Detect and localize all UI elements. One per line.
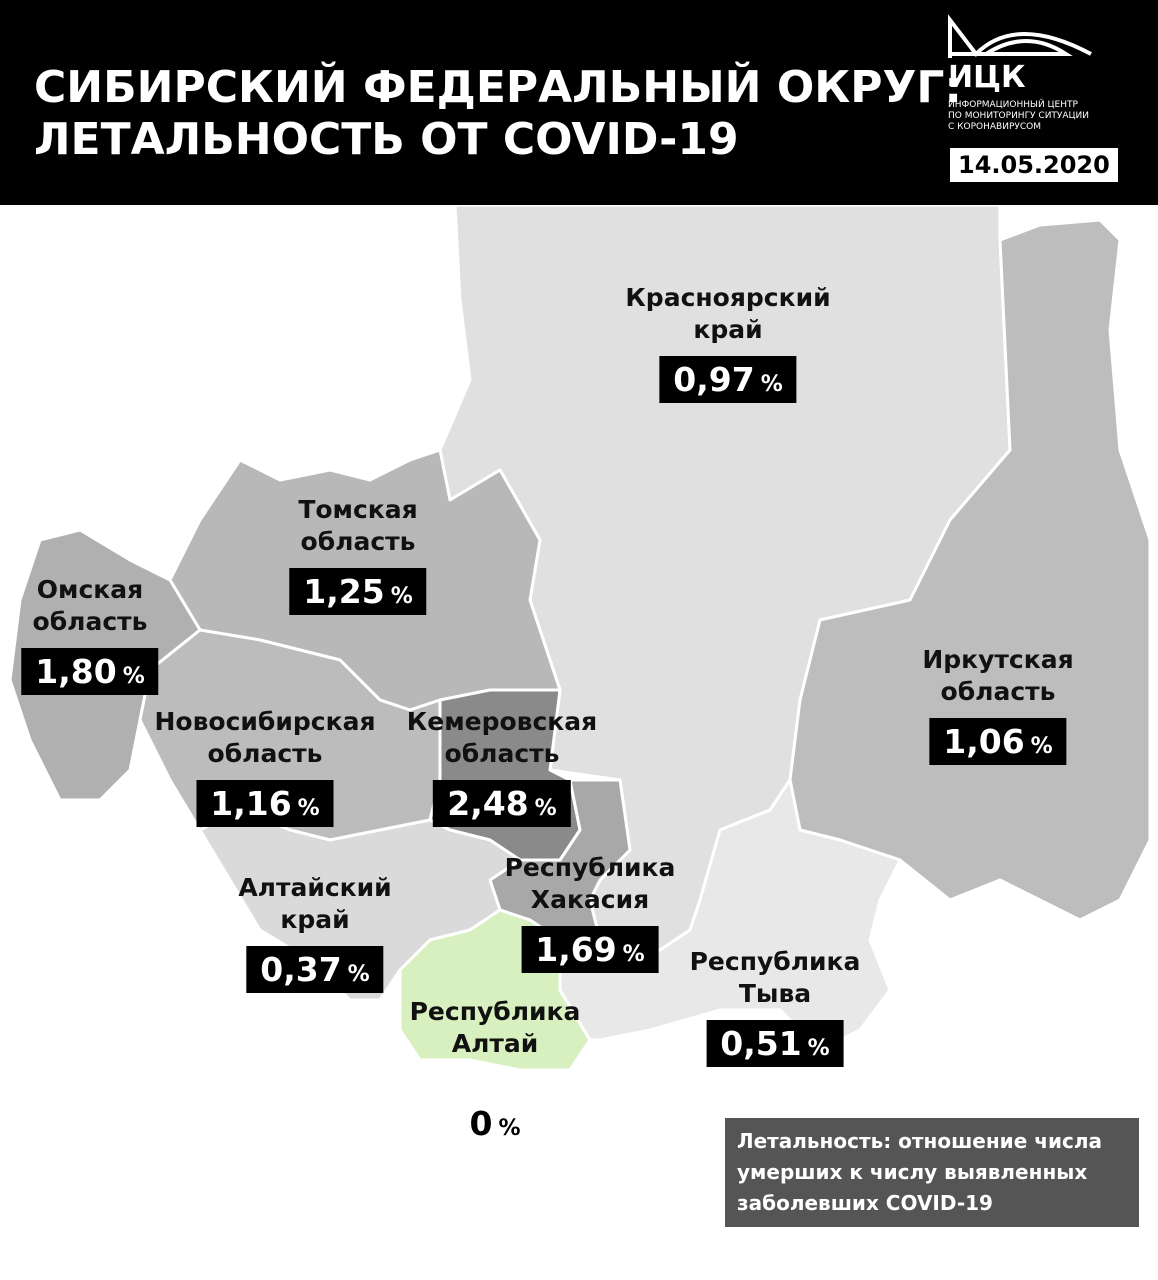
value-number: 0,97 (673, 360, 755, 399)
logo-line: ИНФОРМАЦИОННЫЙ ЦЕНТР (948, 100, 1078, 110)
region-name: край (280, 905, 350, 934)
value-unit: % (297, 796, 320, 821)
region-value: 1,69% (521, 926, 659, 973)
region-label: Кемеровская область 2,48% (407, 706, 597, 827)
date: 14.05.2020 (948, 146, 1120, 184)
region-shape (558, 778, 902, 1052)
region-name: Алтай (451, 1029, 539, 1058)
region-name: край (693, 315, 763, 344)
region-name: Красноярский (625, 283, 831, 312)
region-name: Хакасия (530, 885, 650, 914)
logo-subtitle: ИНФОРМАЦИОННЫЙ ЦЕНТР ПО МОНИТОРИНГУ СИТУА… (948, 100, 1089, 133)
value-unit: % (390, 584, 413, 609)
value-number: 1,25 (303, 572, 385, 611)
value-number: 0,51 (720, 1024, 802, 1063)
note-line: заболевших COVID-19 (737, 1191, 993, 1215)
value-number: 0,37 (260, 950, 342, 989)
region-label: Республика Тыва 0,51% (689, 946, 861, 1067)
region-label: Новосибирская область 1,16% (154, 706, 376, 827)
region-name: Иркутская (922, 645, 1074, 674)
logo-name: ИЦК (948, 60, 1026, 95)
region-name: Новосибирская (154, 707, 376, 736)
region-value: 1,06% (929, 718, 1067, 765)
value-number: 0 (469, 1104, 493, 1143)
title: СИБИРСКИЙ ФЕДЕРАЛЬНЫЙ ОКРУГ: ЛЕТАЛЬНОСТЬ … (34, 62, 962, 166)
value-unit: % (760, 372, 783, 397)
region-label: Иркутская область 1,06% (922, 644, 1074, 765)
logo-icon (948, 14, 1092, 58)
region-name: область (207, 739, 323, 768)
note-line: Летальность: отношение числа (737, 1129, 1102, 1153)
region-name: Республика (689, 947, 861, 976)
value-unit: % (1030, 734, 1053, 759)
region-name: Омская (36, 575, 144, 604)
region-value: 0,37% (246, 946, 384, 993)
header: СИБИРСКИЙ ФЕДЕРАЛЬНЫЙ ОКРУГ: ЛЕТАЛЬНОСТЬ … (0, 0, 1158, 205)
region-name: Алтайский (238, 873, 392, 902)
region-name: Тыва (738, 979, 812, 1008)
title-line: СИБИРСКИЙ ФЕДЕРАЛЬНЫЙ ОКРУГ: (34, 62, 962, 113)
value-unit: % (534, 796, 557, 821)
value-unit: % (622, 942, 645, 967)
value-number: 2,48 (447, 784, 529, 823)
region-value: 1,80% (21, 648, 159, 695)
value-unit: % (807, 1036, 830, 1061)
logo-line: ПО МОНИТОРИНГУ СИТУАЦИИ (948, 111, 1090, 121)
value-number: 1,06 (943, 722, 1025, 761)
region-name: Республика (504, 853, 676, 882)
value-unit: % (347, 962, 370, 987)
note: Летальность: отношение числа умерших к чи… (725, 1118, 1139, 1227)
region-label: Алтайский край 0,37% (238, 872, 392, 993)
region-name: область (300, 527, 416, 556)
region-value: 0% (455, 1100, 534, 1147)
region-label: Томская область 1,25% (289, 494, 427, 615)
region-label: Красноярский край 0,97% (625, 282, 831, 403)
region-label: Республика Хакасия 1,69% (504, 852, 676, 973)
region-name: область (940, 677, 1056, 706)
region-label: Омская область 1,80% (21, 574, 159, 695)
value-number: 1,16 (210, 784, 292, 823)
region-value: 1,25% (289, 568, 427, 615)
region-value: 0,51% (706, 1020, 844, 1067)
value-number: 1,80 (35, 652, 117, 691)
region-name: область (444, 739, 560, 768)
region-name: Республика (409, 997, 581, 1026)
region-value: 0,97% (659, 356, 797, 403)
region-name: Кемеровская (406, 707, 598, 736)
value-number: 1,69 (535, 930, 617, 969)
region-name: область (32, 607, 148, 636)
region-label: Республика Алтай 0% (410, 996, 581, 1147)
value-unit: % (498, 1116, 521, 1141)
value-unit: % (122, 664, 145, 689)
region-value: 1,16% (196, 780, 334, 827)
note-line: умерших к числу выявленных (737, 1160, 1088, 1184)
title-line: ЛЕТАЛЬНОСТЬ ОТ COVID-19 (34, 114, 739, 165)
logo-line: С КОРОНАВИРУСОМ (948, 122, 1042, 132)
region-value: 2,48% (433, 780, 571, 827)
region-name: Томская (298, 495, 418, 524)
